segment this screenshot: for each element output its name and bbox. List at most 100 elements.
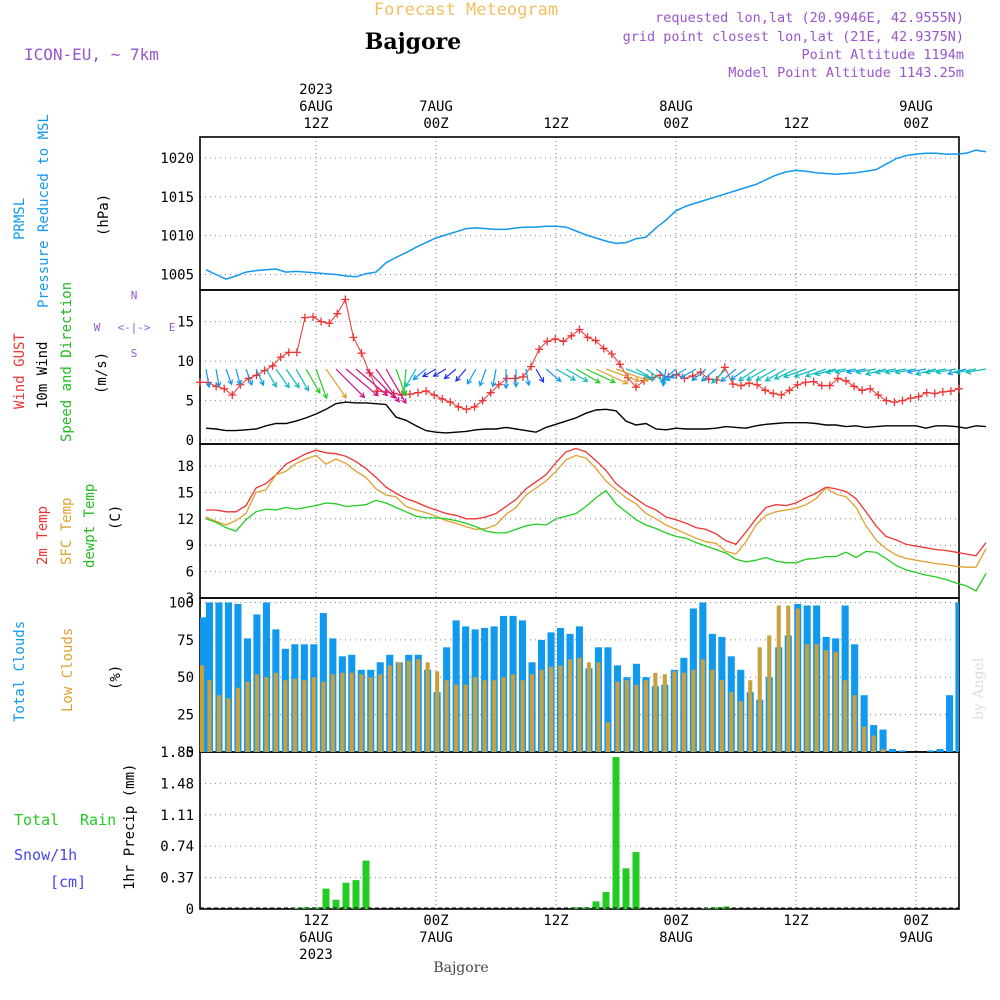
low-cloud-bar xyxy=(738,701,743,752)
precip-ytick-label: 1.11 xyxy=(160,808,194,824)
rain-bar xyxy=(352,880,360,909)
gust-marker xyxy=(454,402,463,411)
temperature-ytick-label: 15 xyxy=(177,485,194,501)
total-cloud-bar xyxy=(927,750,935,752)
top-time-label: 7AUG xyxy=(419,99,453,115)
top-time-label: 12Z xyxy=(783,116,808,132)
rain-bar xyxy=(602,892,610,909)
rain-bar xyxy=(292,908,300,909)
gust-marker xyxy=(632,383,641,392)
wind-ytick-label: 10 xyxy=(177,354,194,370)
temperature-ytick-label: 9 xyxy=(186,538,194,554)
wind-arrow xyxy=(478,368,487,387)
total-cloud-bar xyxy=(889,749,897,752)
gust-marker xyxy=(462,405,471,414)
gust-marker xyxy=(922,388,931,397)
total-cloud-bar xyxy=(215,602,223,752)
wind-arrow xyxy=(513,369,519,389)
low-cloud-bar xyxy=(710,669,715,752)
snow-unit-label: [cm] xyxy=(50,873,86,891)
gust-marker xyxy=(559,337,568,346)
temperature-ytick-label: 18 xyxy=(177,459,194,475)
low-cloud-bar xyxy=(482,680,487,752)
rain-label: Rain xyxy=(80,811,116,829)
low-cloud-bar xyxy=(444,680,449,752)
gust-marker xyxy=(551,334,560,343)
wind-arrow xyxy=(894,368,917,375)
model-label: ICON-EU, ~ 7km xyxy=(24,45,159,64)
point-altitude: Point Altitude 1194m xyxy=(801,47,964,63)
wind-arrow xyxy=(834,368,857,375)
low-cloud-bar xyxy=(805,644,810,752)
snow-label: Snow/1h xyxy=(14,846,77,864)
low-cloud-bar xyxy=(254,674,259,752)
low-cloud-bar xyxy=(311,677,316,752)
wind-arrow xyxy=(295,368,310,392)
gust-marker xyxy=(422,387,431,396)
total-cloud-bar xyxy=(205,602,213,752)
low-cloud-bar xyxy=(349,672,354,752)
temperature-panel: 3 6 9 12 15 18 xyxy=(177,443,960,607)
wind-arrow xyxy=(965,368,987,375)
wind-arrow xyxy=(335,368,366,399)
wind-arrow xyxy=(285,368,300,389)
temperature-frame xyxy=(199,443,960,599)
temperature-ytick-label: 6 xyxy=(186,565,194,581)
wind-arrow xyxy=(700,368,717,382)
rain-bar xyxy=(322,888,330,909)
low-cloud-bar xyxy=(378,674,383,752)
low-cloud-bar xyxy=(691,669,696,752)
low-cloud-bar xyxy=(672,671,677,752)
wind-arrow xyxy=(235,368,242,387)
low-cloud-bar xyxy=(596,662,601,752)
wind-arrow xyxy=(814,368,837,377)
gust-marker xyxy=(414,388,423,397)
low-cloud-bar xyxy=(302,680,307,752)
gust-marker xyxy=(850,382,859,391)
gust-marker xyxy=(510,374,519,383)
wind-arrow xyxy=(365,368,396,399)
gust-marker xyxy=(736,381,745,390)
gust-marker xyxy=(761,386,770,395)
model-altitude: Model Point Altitude 1143.25m xyxy=(728,65,964,81)
gust-marker xyxy=(607,349,616,358)
gust-marker xyxy=(785,386,794,395)
precip-ytick-label: 0.74 xyxy=(160,839,194,855)
compass-arrows: <-|-> xyxy=(117,321,150,334)
gust-marker xyxy=(357,349,366,358)
wind-arrow xyxy=(679,368,697,379)
total-cloud-bar xyxy=(879,729,887,752)
wind-arrow xyxy=(265,368,277,388)
low-cloud-bar xyxy=(216,695,221,752)
pressure-panel-labels: PRMSL Pressure Reduced to MSL (hPa) xyxy=(12,114,112,308)
gust-marker xyxy=(728,379,737,388)
wind-arrow xyxy=(825,368,847,375)
gust-marker xyxy=(543,337,552,346)
clouds-unit: (%) xyxy=(108,665,124,690)
gust-marker xyxy=(300,313,309,322)
wind-arrow xyxy=(711,368,727,384)
grid-point-coords: grid point closest lon,lat (21E, 42.9375… xyxy=(623,29,964,45)
rain-bar xyxy=(332,899,340,909)
wind-arrow xyxy=(874,368,897,375)
low-cloud-bar xyxy=(245,681,250,752)
wind-arrow xyxy=(764,368,787,382)
wind-arrow xyxy=(906,368,927,375)
rain-bar xyxy=(712,907,720,909)
low-cloud-bar xyxy=(226,698,231,752)
low-cloud-bar xyxy=(368,677,373,752)
low-cloud-bar xyxy=(425,662,430,752)
bottom-time-label: 00Z xyxy=(423,913,448,929)
gust-marker xyxy=(438,394,447,403)
low-cloud-bar xyxy=(615,681,620,752)
temperature-ytick-label: 12 xyxy=(177,512,194,528)
wind-arrow xyxy=(884,368,907,375)
wind-arrow xyxy=(315,368,328,400)
wind-arrow xyxy=(669,368,687,379)
wind-panel-labels: Wind GUST 10m Wind Speed and Direction (… xyxy=(12,282,175,442)
gust-marker xyxy=(446,398,455,407)
dewpt-label: dewpt Temp xyxy=(82,484,98,568)
gust-marker xyxy=(470,402,479,411)
low-cloud-bar xyxy=(321,681,326,752)
bottom-time-label: 7AUG xyxy=(419,930,453,946)
